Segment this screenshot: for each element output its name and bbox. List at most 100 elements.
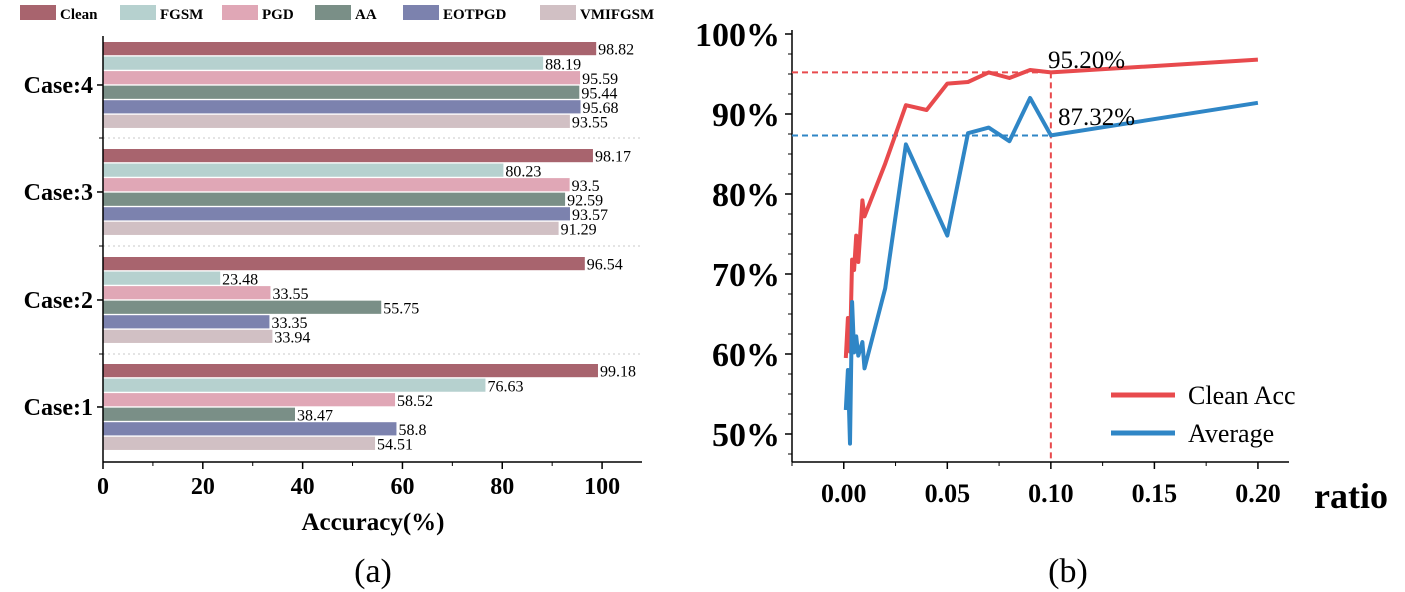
x-tick-label: 0.00: [821, 479, 867, 508]
data-label-clean-case2: 96.54: [587, 257, 623, 274]
bar-fgsm-case4: [103, 56, 544, 70]
bar-chart-xlabel: Accuracy(%): [302, 509, 445, 536]
legend-label-aa: AA: [355, 7, 377, 23]
data-label-vmifgsm-case1: 54.51: [377, 436, 413, 453]
annotation-average: 87.32%: [1058, 104, 1135, 131]
legend-label-eotpgd: EOTPGD: [443, 7, 507, 23]
data-label-pgd-case4: 95.59: [582, 71, 618, 88]
x-tick-label: 20: [191, 474, 215, 500]
y-tick-label: 60%: [712, 337, 780, 374]
y-tick-label: 100%: [695, 17, 780, 54]
data-label-aa-case3: 92.59: [567, 192, 603, 209]
data-label-clean-case4: 98.82: [598, 42, 634, 59]
x-tick-label: 0.20: [1235, 479, 1281, 508]
x-tick-label: 100: [584, 474, 620, 500]
line-chart-plot: [843, 57, 1259, 446]
legend-swatch-vmifgsm: [540, 5, 576, 20]
bar-aa-case2: [103, 300, 382, 314]
line-chart-axes: 50% 60% 70% 80% 90% 100% 0.00 0.05 0.10 0.15 0.20: [695, 17, 1289, 508]
data-label-aa-case2: 55.75: [383, 300, 419, 317]
data-label-eotpgd-case4: 95.68: [583, 100, 619, 117]
legend-label-fgsm: FGSM: [160, 7, 203, 23]
bar-clean-case1: [103, 364, 598, 378]
legend-label-average: Average: [1188, 419, 1274, 448]
category-label-case3: Case:3: [24, 180, 93, 206]
legend-swatch-eotpgd: [403, 5, 439, 20]
line-chart-panel: 50%60%70%80%90%100%0.00 0.05 0.10 0.15 0.20 …: [695, 17, 1388, 590]
data-label-eotpgd-case1: 58.8: [398, 422, 426, 439]
bar-vmifgsm-case1: [103, 436, 376, 450]
data-label-aa-case4: 95.44: [581, 85, 617, 102]
x-tick-label: 0.15: [1132, 479, 1178, 508]
annotation-clean-acc: 95.20%: [1048, 47, 1125, 74]
data-label-fgsm-case1: 76.63: [487, 378, 523, 395]
series-line-average: [843, 96, 1259, 446]
y-tick-label: 90%: [712, 97, 780, 134]
bar-chart-panel: Clean FGSM PGD AA EOTPGD VMIFGSM 98.8288.1995…: [20, 5, 654, 590]
x-tick-label: 0: [97, 474, 109, 500]
bar-aa-case4: [103, 85, 580, 99]
legend-swatch-fgsm: [120, 5, 156, 20]
line-chart-xlabel: ratio: [1314, 476, 1388, 516]
bar-clean-case3: [103, 149, 593, 163]
panel-label-b: (b): [1048, 553, 1088, 590]
x-tick-label: 0.05: [925, 479, 971, 508]
bar-eotpgd-case1: [103, 422, 397, 436]
bar-vmifgsm-case3: [103, 221, 559, 235]
legend-label-clean: Clean: [60, 7, 98, 23]
x-tick-label: 40: [291, 474, 315, 500]
data-label-vmifgsm-case4: 93.55: [572, 114, 608, 131]
data-label-pgd-case1: 58.52: [397, 393, 433, 410]
bar-pgd-case2: [103, 286, 271, 300]
data-label-pgd-case3: 93.5: [572, 178, 600, 195]
x-tick-label: 60: [390, 474, 414, 500]
legend-label-pgd: PGD: [262, 7, 294, 23]
data-label-eotpgd-case2: 33.35: [271, 315, 307, 332]
line-chart-legend: Clean Acc Average: [1111, 381, 1296, 448]
y-tick-label: 70%: [712, 257, 780, 294]
bar-pgd-case4: [103, 71, 581, 85]
legend-swatch-clean: [20, 5, 56, 20]
bar-eotpgd-case4: [103, 100, 581, 114]
x-tick-label: 80: [490, 474, 514, 500]
category-label-case2: Case:2: [24, 288, 93, 314]
data-label-pgd-case2: 33.55: [272, 286, 308, 303]
data-label-vmifgsm-case2: 33.94: [274, 329, 310, 346]
bar-vmifgsm-case2: [103, 329, 273, 343]
bar-aa-case3: [103, 192, 566, 206]
data-label-vmifgsm-case3: 91.29: [561, 221, 597, 238]
bar-eotpgd-case3: [103, 207, 570, 221]
data-label-fgsm-case3: 80.23: [505, 163, 541, 180]
data-label-clean-case1: 99.18: [600, 364, 636, 381]
bar-pgd-case1: [103, 393, 396, 407]
bar-pgd-case3: [103, 178, 570, 192]
data-label-eotpgd-case3: 93.57: [572, 207, 608, 224]
bar-vmifgsm-case4: [103, 114, 570, 128]
bar-fgsm-case1: [103, 378, 486, 392]
category-label-case1: Case:1: [24, 395, 93, 421]
bar-fgsm-case2: [103, 271, 221, 285]
category-label-case4: Case:4: [24, 73, 93, 99]
data-label-fgsm-case2: 23.48: [222, 271, 258, 288]
legend-swatch-pgd: [222, 5, 258, 20]
legend-swatch-aa: [315, 5, 351, 20]
data-label-fgsm-case4: 88.19: [545, 56, 581, 73]
legend-label-clean-acc: Clean Acc: [1188, 381, 1296, 410]
x-tick-label: 0.10: [1028, 479, 1074, 508]
panel-label-a: (a): [354, 553, 392, 590]
bar-eotpgd-case2: [103, 315, 270, 329]
y-tick-label: 50%: [712, 417, 780, 454]
bar-clean-case4: [103, 42, 597, 56]
data-label-aa-case1: 38.47: [297, 407, 333, 424]
line-chart-reference-lines: [792, 71, 1052, 462]
y-tick-label: 80%: [712, 177, 780, 214]
bar-fgsm-case3: [103, 163, 504, 177]
bar-chart-axes: Case:4 Case:3 Case:2 Case:1 0 20 40 60 80 100: [24, 36, 642, 500]
bar-aa-case1: [103, 407, 295, 421]
legend-label-vmifgsm: VMIFGSM: [580, 7, 654, 23]
bar-clean-case2: [103, 257, 585, 271]
bar-chart-legend: Clean FGSM PGD AA EOTPGD VMIFGSM: [20, 5, 654, 23]
data-label-clean-case3: 98.17: [595, 149, 631, 166]
